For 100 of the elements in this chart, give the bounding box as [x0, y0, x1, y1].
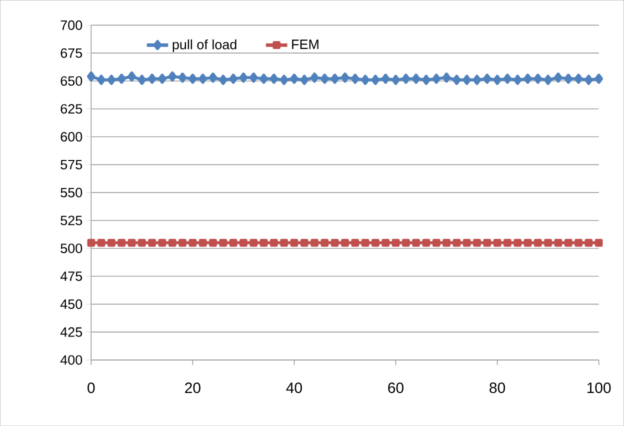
x-tick-label: 100	[587, 382, 611, 394]
point	[594, 238, 603, 247]
point	[188, 238, 197, 247]
point	[462, 238, 471, 247]
y-tick-label: 625	[60, 104, 82, 114]
point	[128, 238, 136, 247]
point	[462, 74, 472, 85]
point	[107, 74, 116, 85]
y-tick-label: 400	[60, 355, 82, 365]
point	[117, 74, 126, 84]
point	[350, 74, 360, 84]
point	[594, 74, 604, 84]
point	[118, 238, 126, 247]
legend-label: pull of load	[172, 39, 236, 52]
point	[260, 238, 268, 247]
point	[320, 74, 329, 84]
point	[534, 238, 542, 247]
x-tick-label: 40	[286, 382, 302, 394]
point	[381, 74, 390, 84]
point	[432, 238, 440, 247]
point	[239, 72, 248, 83]
point	[574, 238, 582, 247]
point	[361, 74, 370, 85]
point	[138, 238, 146, 247]
point	[412, 238, 420, 247]
point	[188, 74, 197, 84]
point	[564, 74, 573, 84]
point	[330, 74, 340, 84]
point	[148, 74, 156, 84]
x-tick-label: 60	[388, 382, 404, 394]
y-tick-label: 600	[60, 132, 82, 142]
point	[249, 72, 258, 83]
point	[584, 74, 593, 85]
point	[260, 74, 268, 84]
point	[412, 74, 420, 84]
point	[330, 238, 339, 247]
point	[138, 74, 146, 85]
point	[524, 74, 532, 84]
point	[402, 238, 410, 247]
x-tick-label: 0	[88, 382, 95, 394]
point	[108, 238, 116, 247]
point	[524, 238, 532, 247]
point	[554, 72, 562, 83]
x-tick-label: 80	[490, 382, 506, 394]
point	[482, 74, 492, 84]
point	[392, 74, 400, 85]
point	[229, 74, 238, 84]
point	[290, 74, 298, 84]
point	[219, 238, 228, 247]
x-tick-label: 20	[185, 382, 200, 394]
point	[452, 74, 461, 85]
point	[544, 74, 552, 85]
point	[158, 238, 166, 247]
point	[310, 72, 319, 83]
point	[128, 71, 136, 82]
y-tick-label: 675	[60, 48, 82, 58]
point	[97, 74, 106, 85]
y-tick-label: 700	[60, 20, 82, 30]
point	[584, 238, 593, 247]
point	[513, 74, 522, 85]
point	[483, 238, 492, 247]
point	[86, 71, 96, 82]
point	[351, 238, 360, 247]
point	[493, 238, 502, 247]
legend-label: FEM	[292, 40, 318, 49]
point	[340, 72, 350, 83]
point	[432, 74, 441, 84]
y-tick-label: 475	[60, 272, 82, 281]
point	[534, 74, 542, 84]
point	[442, 72, 451, 83]
point	[250, 238, 258, 247]
point	[493, 74, 502, 85]
point	[198, 238, 207, 247]
point	[320, 238, 329, 247]
y-tick-label: 650	[60, 76, 82, 86]
point	[392, 238, 400, 247]
point	[97, 238, 106, 247]
point	[198, 74, 208, 84]
y-tick-label: 550	[60, 188, 82, 198]
point	[310, 238, 318, 247]
point	[240, 238, 248, 247]
point	[209, 238, 217, 247]
point	[178, 72, 187, 83]
point	[229, 238, 238, 247]
point	[422, 74, 430, 85]
point	[452, 238, 461, 247]
point	[564, 238, 572, 247]
point	[300, 74, 309, 85]
point	[503, 74, 512, 84]
point	[544, 238, 552, 247]
point	[372, 238, 380, 247]
y-tick-label: 575	[60, 160, 82, 170]
point	[148, 238, 156, 247]
point	[280, 238, 288, 247]
point	[472, 74, 482, 85]
point	[300, 238, 308, 247]
point	[361, 238, 370, 247]
point	[270, 238, 278, 247]
point	[504, 238, 512, 247]
point	[574, 74, 583, 84]
